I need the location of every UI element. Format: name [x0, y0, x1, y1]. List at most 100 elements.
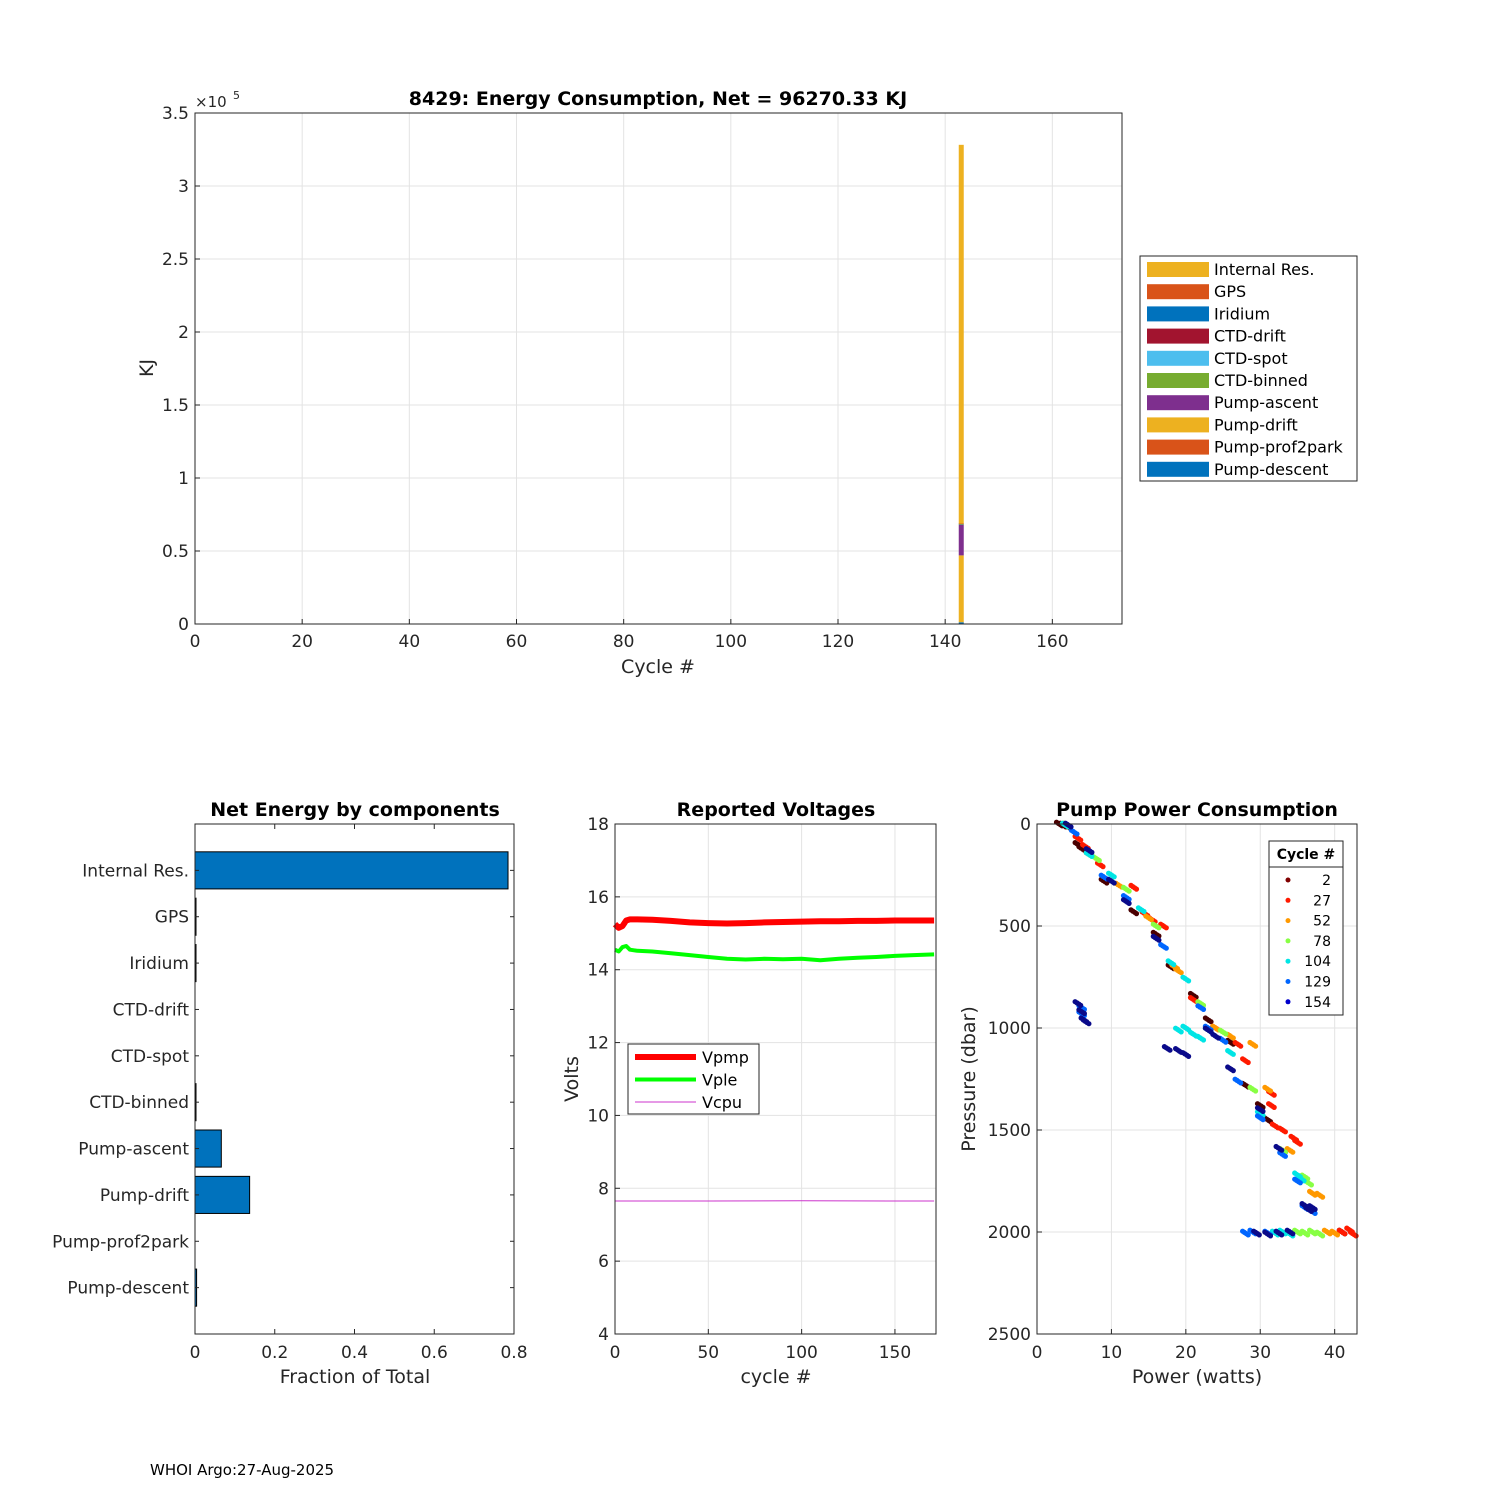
pump-power-legend-marker [1285, 979, 1291, 984]
voltages-ytick-label: 8 [598, 1179, 609, 1199]
footer-credit: WHOI Argo:27-Aug-2025 [150, 1461, 335, 1479]
pump-power-point-cycle-154 [1086, 1021, 1092, 1027]
pump-power-point-cycle-27 [1238, 1043, 1244, 1049]
energy-legend-label: CTD-binned [1214, 371, 1308, 390]
net-energy-xtick-label: 0.8 [500, 1343, 527, 1363]
energy-xlabel: Cycle # [621, 656, 695, 678]
voltages-ytick-label: 6 [598, 1252, 609, 1272]
pump-power-legend-label: 78 [1313, 934, 1331, 950]
pump-power-point-cycle-27 [1297, 1141, 1303, 1147]
energy-ytick-label: 2.5 [162, 250, 189, 270]
pump-power-point-cycle-52 [1320, 1194, 1326, 1200]
net-energy-category-label: GPS [155, 908, 189, 928]
energy-legend-label: CTD-spot [1214, 349, 1288, 368]
energy-legend-swatch [1147, 439, 1209, 455]
pump-power-point-cycle-27 [1271, 1092, 1277, 1098]
energy-bar-segment-pump-ascent [958, 524, 964, 556]
net-energy-category-label: Iridium [129, 954, 189, 974]
energy-legend-swatch [1147, 395, 1209, 411]
net-energy-title: Net Energy by components [210, 799, 500, 821]
voltages-legend-label: Vcpu [702, 1093, 742, 1112]
net-energy-chart: Internal Res. GPS Iridium CTD-drift CTD-spot… [52, 799, 527, 1388]
pump-power-ytick-label: 0 [1020, 815, 1031, 835]
voltages-xtick-label: 100 [785, 1343, 817, 1363]
pump-power-point-cycle-129 [1282, 1153, 1288, 1159]
energy-legend-label: Pump-prof2park [1214, 438, 1344, 457]
energy-xtick-label: 140 [929, 632, 961, 652]
pump-power-point-cycle-78 [1223, 1031, 1229, 1037]
pump-power-ytick-label: 500 [999, 917, 1031, 937]
pump-power-point-cycle-129 [1200, 1006, 1207, 1013]
energy-xtick-label: 40 [399, 632, 421, 652]
pump-power-point-cycle-154 [1081, 1010, 1087, 1017]
net-energy-category-label: Pump-descent [67, 1279, 189, 1299]
pump-power-legend-label: 52 [1313, 914, 1331, 930]
energy-legend-label: Iridium [1214, 304, 1270, 323]
energy-xtick-label: 120 [822, 632, 854, 652]
pump-power-point-cycle-104 [1230, 1051, 1236, 1057]
energy-legend-swatch [1147, 461, 1209, 477]
pump-power-legend-label: 129 [1304, 975, 1331, 991]
energy-plot-area [195, 113, 1122, 624]
pump-power-legend: Cycle # 2 27 52 78 104 129 154 [1268, 840, 1344, 1016]
pump-power-point-cycle-154 [1256, 1232, 1262, 1238]
energy-legend-swatch [1147, 328, 1209, 344]
energy-xtick-label: 0 [190, 632, 201, 652]
pump-power-point-cycle-154 [1078, 1002, 1084, 1009]
pump-power-tick-labels: 0 10 20 30 40 0 500 1000 1500 2000 2500 [988, 815, 1346, 1363]
pump-power-ytick-label: 1500 [988, 1121, 1031, 1141]
net-energy-category-label: Pump-drift [100, 1186, 189, 1206]
voltages-ytick-label: 18 [587, 815, 609, 835]
pump-power-point-cycle-27 [1271, 1104, 1277, 1110]
energy-axes-box [194, 112, 1123, 625]
voltages-xtick-label: 0 [610, 1343, 621, 1363]
pump-power-point-cycle-129 [1245, 1232, 1251, 1238]
energy-ytick-label: 0.5 [162, 542, 189, 562]
pump-power-point-cycle-78 [1308, 1182, 1314, 1188]
voltages-ytick-label: 12 [587, 1034, 609, 1054]
net-energy-tick-labels: Internal Res. GPS Iridium CTD-drift CTD-spot… [52, 824, 528, 1363]
energy-xtick-label: 60 [506, 632, 528, 652]
energy-xtick-label: 160 [1036, 632, 1068, 652]
energy-legend-label: Pump-ascent [1214, 393, 1318, 412]
energy-tick-labels: 0 20 40 60 80 100 120 140 160 0 0.5 1 1.5 2 2.5 3 3.5 [162, 104, 1069, 652]
pump-power-point-cycle-154 [1186, 1053, 1192, 1059]
pump-power-legend-marker [1285, 918, 1291, 924]
energy-consumption-chart: 0 20 40 60 80 100 120 140 160 0 0.5 1 1.5 2 2.5 3 3.5 84… [136, 88, 1358, 678]
voltages-lines [612, 916, 935, 1202]
pump-power-point-cycle-129 [1238, 1080, 1244, 1086]
voltages-xtick-label: 150 [879, 1343, 911, 1363]
net-energy-bars [194, 851, 509, 1307]
pump-power-point-cycle-2 [1133, 911, 1140, 917]
pump-power-point-cycle-27 [1353, 1233, 1359, 1239]
pump-power-legend-label: 104 [1304, 954, 1331, 970]
energy-legend-swatch [1147, 417, 1209, 433]
net-energy-xtick-label: 0.6 [421, 1343, 448, 1363]
voltages-ytick-label: 4 [598, 1325, 609, 1345]
energy-ytick-label: 2 [178, 323, 189, 343]
pump-power-legend-marker [1285, 958, 1291, 964]
pump-power-point-cycle-154 [1126, 900, 1132, 907]
net-energy-plot-area [195, 824, 514, 1334]
energy-legend-label: Pump-drift [1214, 415, 1298, 434]
energy-ytick-label: 1.5 [162, 396, 189, 416]
energy-ytick-label: 3 [178, 177, 189, 197]
pump-power-point-cycle-52 [1148, 917, 1154, 923]
pump-power-point-cycle-27 [1342, 1231, 1348, 1237]
pump-power-point-cycle-129 [1260, 1117, 1266, 1123]
pump-power-point-cycle-78 [1320, 1233, 1326, 1239]
energy-legend-swatch [1147, 262, 1209, 277]
pump-power-xtick-label: 40 [1324, 1343, 1346, 1363]
voltages-chart: 0 50 100 150 4 6 8 10 12 14 16 18 Reported Voltages… [561, 799, 937, 1388]
voltages-series-vpmp [612, 916, 935, 931]
energy-legend-swatch [1147, 284, 1209, 300]
pump-power-point-cycle-154 [1279, 1147, 1285, 1153]
energy-legend-label: CTD-drift [1214, 327, 1286, 346]
voltages-tick-labels: 0 50 100 150 4 6 8 10 12 14 16 18 [587, 815, 911, 1363]
pump-power-xtick-label: 0 [1032, 1343, 1043, 1363]
net-energy-category-label: CTD-spot [111, 1047, 190, 1067]
pump-power-point-cycle-27 [1078, 837, 1084, 843]
energy-title: 8429: Energy Consumption, Net = 96270.33… [409, 88, 907, 110]
pump-power-point-cycle-154 [1260, 1108, 1266, 1114]
